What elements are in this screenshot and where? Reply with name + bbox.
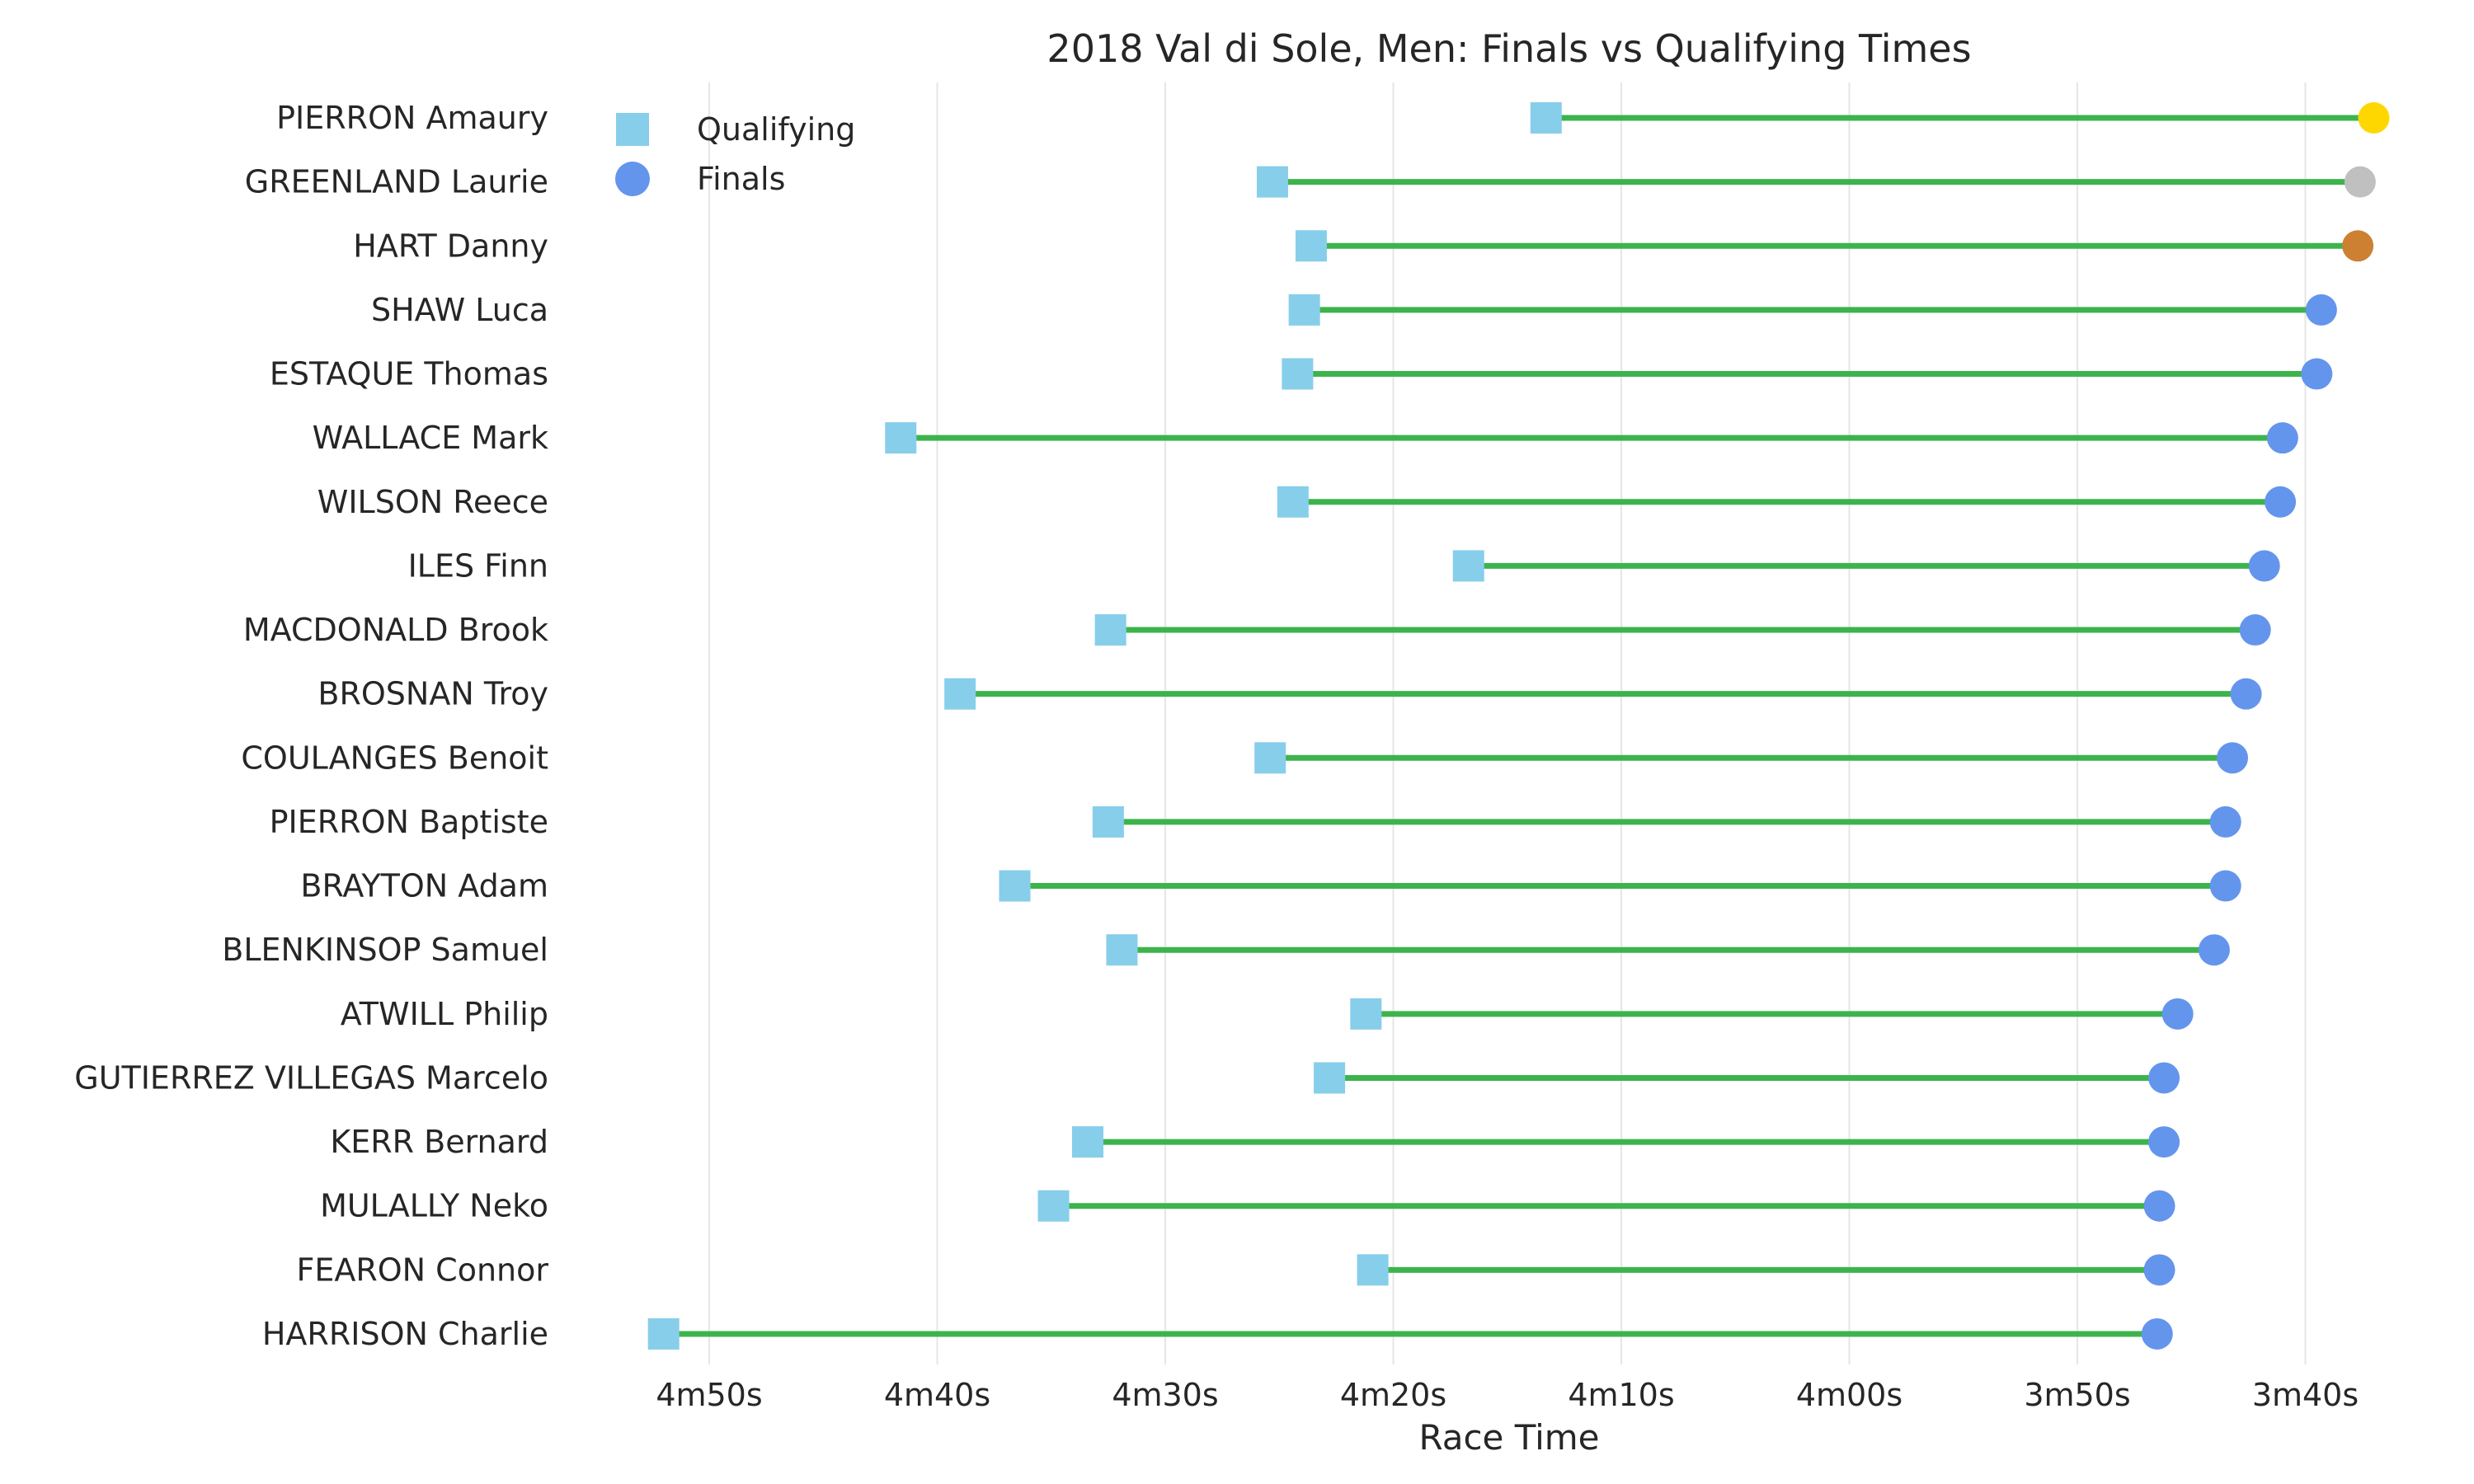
finals-marker: [2266, 422, 2298, 454]
rider-label: MULALLY Neko: [320, 1188, 548, 1224]
rider-label: COULANGES Benoit: [241, 740, 548, 776]
x-tick-label: 4m40s: [884, 1377, 990, 1413]
finals-marker: [2161, 998, 2194, 1030]
rider-label: FEARON Connor: [296, 1252, 548, 1288]
x-tick-label: 4m50s: [656, 1377, 762, 1413]
qualifying-marker: [885, 422, 917, 454]
rider-label: GUTIERREZ VILLEGAS Marcelo: [74, 1059, 548, 1096]
rider-label: KERR Bernard: [330, 1124, 548, 1160]
x-axis-label: Race Time: [1418, 1417, 1599, 1458]
x-tick-labels: 4m50s 4m40s 4m30s 4m20s 4m10s 4m00s 3m50s 3m40s: [656, 1377, 2359, 1413]
qualifying-marker: [1071, 1126, 1103, 1158]
qualifying-marker: [1254, 742, 1286, 774]
qualifying-marker: [1037, 1190, 1070, 1222]
x-tick-label: 4m10s: [1568, 1377, 1674, 1413]
finals-marker: [2305, 294, 2337, 326]
finals-marker: [2358, 102, 2390, 134]
legend-finals-label: Finals: [697, 161, 785, 197]
legend: Qualifying Finals: [615, 111, 855, 197]
qualifying-marker: [1256, 166, 1288, 198]
rider-label: GREENLAND Laurie: [245, 164, 548, 200]
x-tick-label: 4m00s: [1796, 1377, 1903, 1413]
rider-label: WILSON Reece: [317, 484, 548, 520]
finals-marker: [2141, 1317, 2173, 1350]
legend-qualifying-marker: [616, 113, 649, 146]
qualifying-marker: [1106, 934, 1138, 966]
finals-marker: [2217, 742, 2249, 774]
qualifying-marker: [1314, 1062, 1346, 1094]
x-tick-label: 4m20s: [1340, 1377, 1446, 1413]
x-tick-label: 4m30s: [1112, 1377, 1218, 1413]
qualifying-marker: [1350, 998, 1382, 1030]
rider-label: ATWILL Philip: [341, 996, 548, 1032]
x-tick-label: 3m50s: [2024, 1377, 2130, 1413]
finals-marker: [2143, 1190, 2175, 1222]
rider-label: PIERRON Baptiste: [270, 804, 548, 840]
rider-label: HART Danny: [353, 228, 548, 264]
rider-label: ILES Finn: [408, 547, 548, 584]
grid-lines: [708, 82, 2307, 1364]
finals-marker: [2143, 1254, 2175, 1286]
finals-marker: [2209, 805, 2241, 838]
finals-marker: [2342, 230, 2374, 262]
finals-marker: [2230, 678, 2262, 710]
rider-label: BLENKINSOP Samuel: [222, 932, 548, 968]
finals-marker: [2265, 486, 2297, 518]
finals-marker: [2248, 550, 2280, 582]
finals-marker: [2148, 1126, 2180, 1158]
rider-labels: PIERRON Amaury GREENLAND Laurie HART Danny…: [74, 100, 548, 1352]
rider-label: BRAYTON Adam: [300, 868, 548, 904]
qualifying-marker: [1277, 486, 1309, 518]
time-markers: [647, 102, 2390, 1350]
legend-finals-marker: [615, 162, 650, 196]
finals-marker: [2239, 614, 2271, 646]
x-tick-label: 3m40s: [2252, 1377, 2359, 1413]
rider-label: MACDONALD Brook: [243, 612, 548, 648]
rider-label: HARRISON Charlie: [262, 1316, 548, 1352]
qualifying-marker: [1295, 230, 1327, 262]
qualifying-marker: [647, 1317, 680, 1350]
finals-marker: [2344, 166, 2376, 198]
rider-label: PIERRON Amaury: [276, 100, 548, 136]
qualifying-marker: [1530, 102, 1562, 134]
rider-label: ESTAQUE Thomas: [270, 356, 548, 392]
qualifying-marker: [1092, 805, 1124, 838]
rider-label: BROSNAN Troy: [317, 676, 548, 712]
finals-marker: [2198, 934, 2230, 966]
rider-label: WALLACE Mark: [313, 420, 548, 456]
finals-marker: [2148, 1062, 2180, 1094]
finals-marker: [2209, 870, 2241, 902]
connector-lines: [663, 115, 2374, 1337]
qualifying-marker: [1282, 358, 1314, 390]
qualifying-marker: [1357, 1254, 1389, 1286]
finals-marker: [2301, 358, 2333, 390]
qualifying-marker: [1452, 550, 1484, 582]
legend-qualifying-label: Qualifying: [697, 111, 855, 148]
chart-title: 2018 Val di Sole, Men: Finals vs Qualify…: [1047, 26, 1971, 71]
qualifying-marker: [999, 870, 1031, 902]
qualifying-marker: [1094, 614, 1126, 646]
qualifying-marker: [944, 678, 976, 710]
qualifying-marker: [1288, 294, 1320, 326]
rider-label: SHAW Luca: [371, 292, 548, 328]
